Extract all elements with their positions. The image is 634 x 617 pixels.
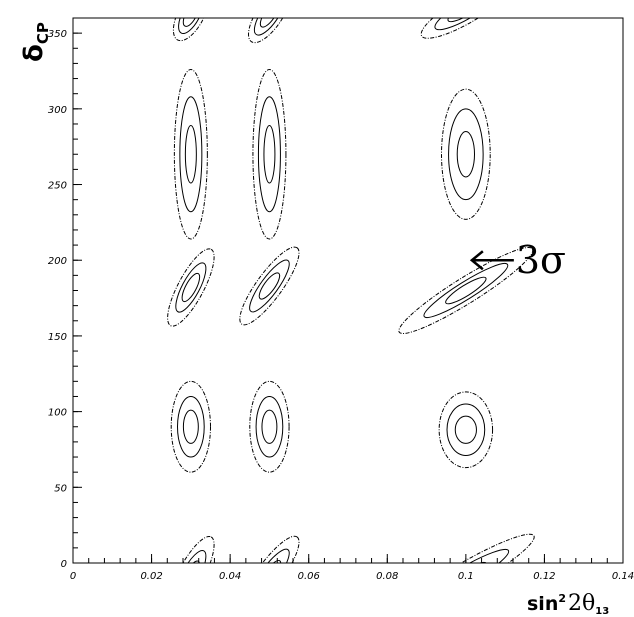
contour-island <box>239 535 300 563</box>
contour-outer <box>170 380 212 473</box>
y-tick-label: 100 <box>48 408 67 419</box>
contour-layer <box>167 18 535 563</box>
x-axis-title-sup: 2 <box>558 592 566 605</box>
x-tick-label: 0.12 <box>533 571 555 582</box>
contour-inner <box>447 18 485 23</box>
contour-middle <box>178 18 204 34</box>
contour-middle <box>423 262 509 319</box>
x-tick-label: 0.08 <box>376 571 398 582</box>
contour-middle <box>255 395 284 458</box>
contour-inner <box>257 559 282 563</box>
contour-middle <box>249 259 290 313</box>
contour-outer <box>167 248 215 327</box>
contour-outer <box>398 246 534 335</box>
y-tick-label: 350 <box>48 29 67 40</box>
contour-middle <box>179 96 203 213</box>
x-axis-title-sub: 13 <box>595 606 609 617</box>
contour-island <box>249 380 290 473</box>
contour-island <box>438 391 494 469</box>
contour-outer <box>249 380 290 473</box>
contour-inner <box>261 409 278 444</box>
contour-middle <box>434 18 498 31</box>
contour-outer <box>438 391 494 469</box>
contour-outer <box>172 18 209 42</box>
contour-middle <box>422 548 510 563</box>
contour-outer <box>239 535 300 563</box>
contour-outer <box>167 535 215 563</box>
y-tick-label: 0 <box>61 559 67 570</box>
contour-inner <box>181 272 201 303</box>
contour-inner <box>259 18 279 28</box>
y-axis-ticks: 0 50 100 150 200 250 300 350 <box>48 17 82 570</box>
contour-middle <box>175 549 207 563</box>
contour-island <box>167 535 215 563</box>
contour-island <box>248 18 291 44</box>
contour-outer <box>248 18 291 44</box>
y-tick-label: 200 <box>48 256 67 267</box>
y-tick-label: 250 <box>48 181 67 192</box>
x-tick-label: 0 <box>70 571 76 582</box>
y-tick-label: 50 <box>54 483 67 494</box>
x-axis-title: sin22θ13 <box>527 591 609 617</box>
contour-outer <box>252 68 287 240</box>
plot-frame <box>72 17 624 564</box>
y-tick-label: 300 <box>48 105 67 116</box>
contour-inner <box>182 18 199 27</box>
contour-island <box>398 246 534 335</box>
contour-inner <box>445 276 487 305</box>
contour-inner <box>181 560 201 563</box>
contour-inner <box>263 124 276 184</box>
y-axis-title-sub: CP <box>34 22 52 44</box>
contour-inner <box>184 124 197 184</box>
x-tick-label: 0.06 <box>298 571 320 582</box>
contour-island <box>397 533 535 563</box>
contour-inner <box>182 409 199 444</box>
contour-outer <box>420 18 512 39</box>
annotation-arrowhead <box>469 250 484 271</box>
annotation-label: 3σ <box>516 238 566 282</box>
sigma-annotation: 3σ <box>469 238 566 282</box>
x-axis-title-main: 2θ <box>568 591 595 616</box>
contour-island <box>170 380 212 473</box>
contour-outer <box>397 533 535 563</box>
contour-island <box>172 18 209 42</box>
contour-island <box>167 248 215 327</box>
contour-island <box>441 88 491 220</box>
x-tick-label: 0.1 <box>458 571 474 582</box>
y-axis-title-main: δ <box>19 44 49 62</box>
contour-outer <box>441 88 491 220</box>
contour-middle <box>257 96 281 213</box>
contour-outer <box>239 246 300 326</box>
contour-middle <box>177 395 205 458</box>
contour-inner <box>258 272 281 300</box>
contour-island <box>252 68 287 240</box>
contour-inner <box>456 131 476 178</box>
contour-island <box>420 18 512 39</box>
contour-island <box>173 68 208 240</box>
x-axis-ticks: 0 0.02 0.04 0.06 0.08 0.1 0.12 0.14 <box>70 554 634 582</box>
contour-middle <box>446 403 486 457</box>
x-axis-title-prefix: sin <box>527 593 558 615</box>
contour-inner <box>454 415 477 444</box>
y-axis-title: δCP <box>19 22 52 62</box>
contour-island <box>239 246 300 326</box>
x-tick-label: 0.02 <box>140 571 162 582</box>
contour-middle <box>448 108 484 201</box>
contour-outer <box>173 68 208 240</box>
contour-middle <box>253 18 285 36</box>
contour-middle <box>249 548 290 563</box>
x-tick-label: 0.14 <box>612 571 634 582</box>
y-tick-label: 150 <box>48 332 67 343</box>
contour-middle <box>175 262 207 313</box>
x-tick-label: 0.04 <box>219 571 241 582</box>
